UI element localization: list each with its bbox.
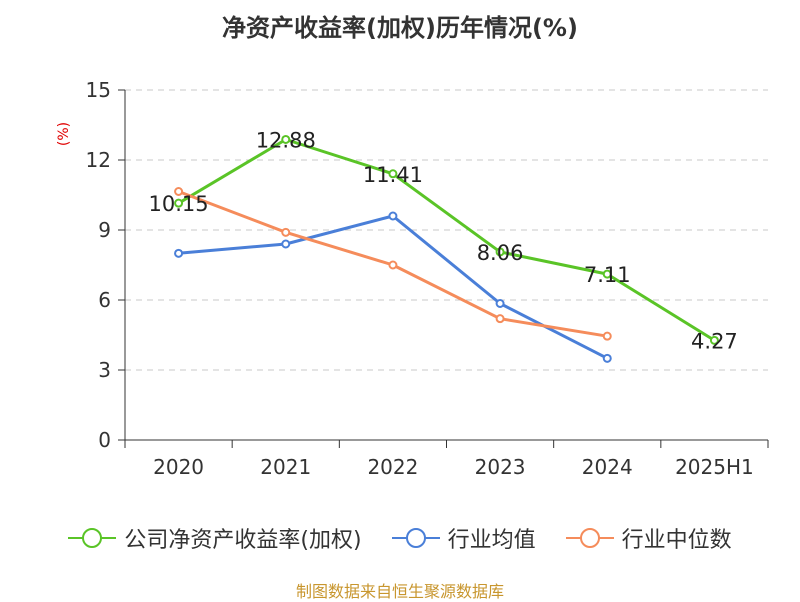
x-tick-label: 2021: [260, 455, 311, 479]
data-point: [174, 248, 184, 258]
data-label: 12.88: [256, 128, 316, 152]
legend: 公司净资产收益率(加权) 行业均值 行业中位数: [0, 520, 800, 556]
data-point: [174, 187, 184, 196]
series-line: [177, 214, 609, 360]
legend-item[interactable]: 公司净资产收益率(加权): [68, 522, 362, 554]
x-tick-label: 2020: [153, 455, 204, 479]
y-tick-label: 9: [98, 218, 111, 242]
data-point: [602, 353, 612, 363]
legend-swatch-icon: [565, 528, 614, 548]
data-label: 4.27: [691, 329, 738, 353]
legend-label: 行业均值: [447, 528, 536, 553]
data-point: [495, 314, 505, 324]
y-tick-label: 0: [98, 428, 111, 452]
y-tick-label: 12: [86, 148, 111, 172]
x-tick-label: 2022: [367, 455, 418, 479]
data-point: [602, 331, 612, 341]
data-label: 11.41: [363, 163, 423, 187]
y-tick-label: 3: [98, 358, 111, 382]
y-tick-label: 6: [98, 288, 111, 312]
source-note: 制图数据来自恒生聚源数据库: [295, 582, 504, 601]
data-label: 8.06: [477, 241, 524, 265]
data-point: [388, 260, 398, 270]
data-point: [174, 198, 184, 208]
chart-title: 净资产收益率(加权)历年情况(%): [222, 14, 578, 42]
data-label: 10.15: [149, 192, 209, 216]
legend-swatch-icon: [391, 528, 440, 548]
legend-label: 公司净资产收益率(加权): [124, 528, 362, 553]
data-point: [281, 239, 291, 249]
legend-item[interactable]: 行业中位数: [565, 522, 732, 554]
data-point: [709, 335, 719, 345]
x-tick-label: 2025H1: [675, 455, 754, 479]
legend-swatch-icon: [68, 528, 117, 548]
data-label: 7.11: [584, 263, 631, 287]
data-point: [495, 299, 505, 308]
legend-label: 行业中位数: [621, 528, 732, 553]
data-point: [281, 227, 291, 237]
data-point: [602, 269, 612, 279]
data-point: [281, 134, 291, 144]
legend-item[interactable]: 行业均值: [391, 522, 536, 554]
x-tick-label: 2024: [582, 455, 633, 479]
x-tick-label: 2023: [475, 455, 526, 479]
series-line: [177, 138, 716, 342]
data-point: [388, 211, 398, 221]
data-point: [388, 169, 398, 179]
data-point: [495, 247, 505, 257]
y-tick-label: 15: [86, 78, 111, 102]
